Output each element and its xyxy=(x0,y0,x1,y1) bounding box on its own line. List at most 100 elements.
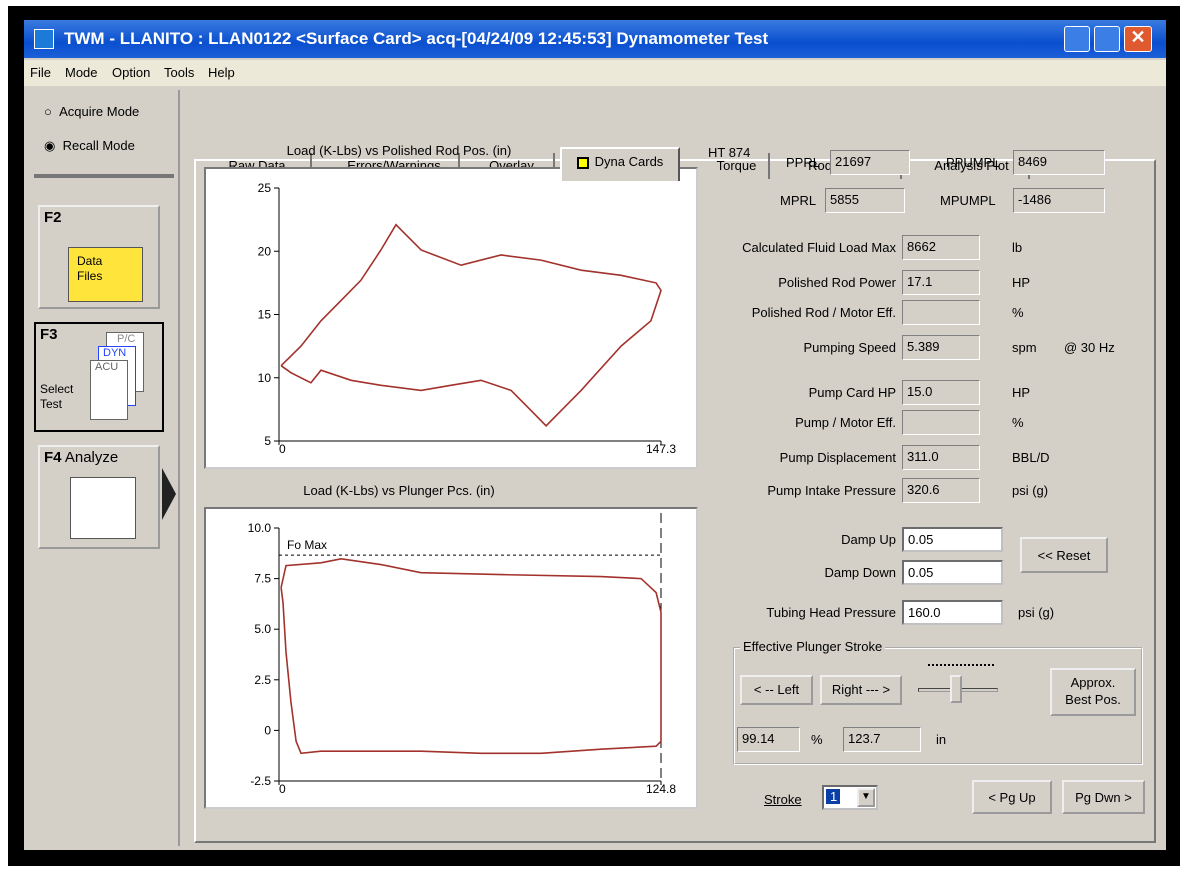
pgup-button[interactable]: < Pg Up xyxy=(972,780,1052,814)
group-box xyxy=(733,647,1143,765)
field-unit: spm xyxy=(1012,340,1037,355)
reset-button[interactable]: << Reset xyxy=(1020,537,1108,573)
field-label: Pump Card HP xyxy=(808,385,896,400)
well-label: HT 874 xyxy=(708,145,751,160)
field-label: MPRL xyxy=(780,193,817,208)
radio-recall[interactable]: ◉ Recall Mode xyxy=(44,138,135,153)
arrow xyxy=(162,468,176,520)
y-tick-label: 20 xyxy=(258,244,272,258)
menu-item[interactable]: Help xyxy=(208,65,235,80)
maximize-button[interactable] xyxy=(1094,26,1120,52)
title-bar: TWM - LLANITO : LLAN0122 <Surface Card> … xyxy=(24,20,1166,58)
pgdown-button[interactable]: Pg Dwn > xyxy=(1062,780,1145,814)
best-button[interactable]: Approx. Best Pos. xyxy=(1050,668,1136,716)
field-value: 311.0 xyxy=(902,445,980,470)
app-icon xyxy=(34,29,54,49)
best-label: Approx. xyxy=(1070,675,1116,690)
x-tick-label: 0 xyxy=(279,442,286,456)
y-tick-label: -2.5 xyxy=(250,774,271,788)
field-label: Pumping Speed xyxy=(803,340,896,355)
field-label: PPUMPL xyxy=(946,155,1000,170)
f4-button[interactable]: F4 Analyze xyxy=(38,445,160,549)
field-value: 320.6 xyxy=(902,478,980,503)
separator xyxy=(34,174,174,178)
field-input[interactable]: 160.0 xyxy=(902,600,1003,625)
chart: 5 10 15 20 25 0 147.3 xyxy=(204,167,698,469)
field-label: Pump Displacement xyxy=(779,450,896,465)
label: Files xyxy=(77,269,103,283)
field-note: @ 30 Hz xyxy=(1064,340,1115,355)
field-label: Polished Rod Power xyxy=(778,275,896,290)
field-label: Pump Intake Pressure xyxy=(767,483,896,498)
label-line: Test xyxy=(40,397,63,411)
menu-bar: File Mode Option Tools Help xyxy=(24,60,1166,86)
slider-ticks xyxy=(928,664,994,668)
field-label: Calculated Fluid Load Max xyxy=(742,240,896,255)
y-tick-label: 10 xyxy=(258,371,272,385)
chart-title: Load (K-Lbs) vs Plunger Pcs. (in) xyxy=(303,483,495,498)
doc-icon: ACU xyxy=(90,360,128,420)
tab[interactable]: Dyna Cards xyxy=(560,147,680,181)
window: TWM - LLANITO : LLAN0122 <Surface Card> … xyxy=(24,20,1166,850)
key: F4 xyxy=(44,449,62,466)
stroke-label: Stroke xyxy=(764,792,802,807)
y-tick-label: 2.5 xyxy=(254,673,271,687)
menu-item[interactable]: Mode xyxy=(65,65,98,80)
left-panel: ○ Acquire Mode ◉ Recall Mode F2 Data File… xyxy=(28,90,180,846)
minimize-button[interactable] xyxy=(1064,26,1090,52)
label: F4 Analyze xyxy=(44,449,118,466)
radio-label: Acquire Mode xyxy=(59,104,140,119)
tab[interactable]: Torque xyxy=(705,153,770,179)
percent-value: 99.14 xyxy=(737,727,800,752)
stroke-value: 1 xyxy=(826,789,840,804)
y-tick-label: 15 xyxy=(258,308,272,322)
field-value xyxy=(902,300,980,325)
field-label: PPRL xyxy=(786,155,820,170)
menu-item[interactable]: Tools xyxy=(164,65,195,80)
key: F3 xyxy=(40,326,58,343)
field-value: 21697 xyxy=(830,150,910,175)
field-value: 8469 xyxy=(1013,150,1105,175)
radio-acquire[interactable]: ○ Acquire Mode xyxy=(44,104,140,119)
field-value: 8662 xyxy=(902,235,980,260)
tab-icon xyxy=(576,156,589,169)
tab-label: Torque xyxy=(716,158,757,173)
right-button[interactable]: Right --- > xyxy=(820,675,902,705)
field-input[interactable]: 0.05 xyxy=(902,527,1003,552)
field-unit: psi (g) xyxy=(1018,605,1055,620)
field-unit: psi (g) xyxy=(1012,483,1049,498)
card-curve xyxy=(280,557,662,755)
combo-arrow: ▼ xyxy=(857,788,875,807)
close-button[interactable]: ✕ xyxy=(1124,26,1152,52)
window-title: TWM - LLANITO : LLAN0122 <Surface Card> … xyxy=(64,29,769,48)
report-icon xyxy=(70,477,136,539)
left-button[interactable]: < -- Left xyxy=(740,675,813,705)
field-value: 5.389 xyxy=(902,335,980,360)
fo-max-label: Fo Max xyxy=(287,538,327,552)
x-tick-label: 0 xyxy=(279,782,286,796)
slider-thumb[interactable] xyxy=(950,675,962,703)
field-unit: HP xyxy=(1012,385,1031,400)
field-input[interactable]: 0.05 xyxy=(902,560,1003,585)
chart: 10.0 7.5 5.0 2.5 0 -2.5 0 124.8 Fo Max xyxy=(204,507,698,809)
field-label: Pump / Motor Eff. xyxy=(795,415,896,430)
best-label: Best Pos. xyxy=(1065,692,1121,707)
stroke-combo[interactable]: 1 ▼ xyxy=(822,785,878,810)
menu-item[interactable]: Option xyxy=(112,65,151,80)
inches-value: 123.7 xyxy=(843,727,921,752)
f3-button[interactable]: F3 P/C DYN ACU Select Test xyxy=(34,322,164,432)
f2-button[interactable]: F2 Data Files xyxy=(38,205,160,309)
field-value: 15.0 xyxy=(902,380,980,405)
field-label: Tubing Head Pressure xyxy=(766,605,896,620)
inches-unit: in xyxy=(936,732,947,747)
chart-title: Load (K-Lbs) vs Polished Rod Pos. (in) xyxy=(286,143,512,158)
field-unit: HP xyxy=(1012,275,1031,290)
key: F2 xyxy=(44,209,62,226)
y-tick-label: 25 xyxy=(258,181,272,195)
menu-item[interactable]: File xyxy=(30,65,51,80)
card-curve xyxy=(280,223,662,427)
y-tick-label: 10.0 xyxy=(248,521,272,535)
y-tick-label: 5 xyxy=(264,434,271,448)
y-tick-label: 0 xyxy=(264,723,271,737)
